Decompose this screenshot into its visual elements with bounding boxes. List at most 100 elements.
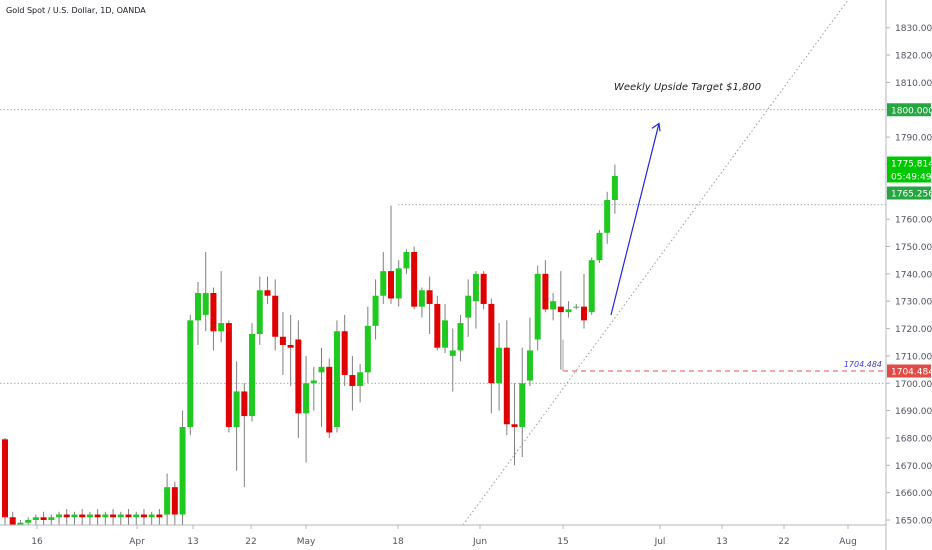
candle bbox=[596, 230, 603, 263]
candle-body bbox=[511, 424, 518, 428]
candle-body bbox=[249, 334, 256, 417]
candle bbox=[202, 251, 209, 332]
candle-body bbox=[442, 320, 449, 348]
candle bbox=[357, 364, 364, 403]
candle-body bbox=[449, 350, 456, 356]
candle-body bbox=[202, 292, 209, 315]
candle bbox=[434, 295, 441, 351]
price-tick-label: 1760.000 bbox=[895, 216, 932, 226]
candle-body bbox=[303, 383, 310, 414]
candle-body bbox=[287, 344, 294, 348]
candle-body bbox=[519, 383, 526, 428]
candle bbox=[349, 355, 356, 411]
candle-body bbox=[256, 290, 263, 335]
candle bbox=[380, 251, 387, 304]
candle bbox=[32, 514, 39, 525]
candle-body bbox=[388, 271, 394, 299]
prev-close-tag: 1765.256 bbox=[891, 190, 932, 200]
candle-body bbox=[117, 514, 124, 518]
candle bbox=[187, 314, 194, 436]
candle bbox=[17, 520, 24, 525]
candle-body bbox=[279, 336, 286, 345]
candle-body bbox=[426, 290, 433, 304]
candle bbox=[318, 347, 325, 428]
candle bbox=[526, 317, 533, 386]
candle bbox=[364, 306, 371, 384]
candle bbox=[449, 328, 456, 392]
candle-body bbox=[179, 427, 186, 515]
symbol-title: Gold Spot / U.S. Dollar, 1D, OANDA bbox=[6, 6, 146, 15]
candle bbox=[465, 279, 472, 337]
level-price-tag-bg bbox=[887, 364, 931, 378]
candle bbox=[333, 320, 340, 433]
candle-body bbox=[310, 380, 317, 384]
candle-body bbox=[581, 306, 587, 321]
candle-body bbox=[133, 514, 140, 518]
candle-body bbox=[233, 391, 240, 428]
candle bbox=[503, 320, 510, 436]
price-axis[interactable]: 1650.000 1660.000 1670.000 1680.000 1690.000… bbox=[885, 0, 932, 550]
price-tick-label: 1660.000 bbox=[895, 489, 932, 499]
candle bbox=[519, 347, 526, 458]
target-price-tag: 1800.000 bbox=[891, 106, 932, 116]
candle-body bbox=[40, 517, 47, 520]
candle bbox=[488, 298, 495, 414]
candle bbox=[279, 312, 286, 376]
candle bbox=[395, 260, 402, 307]
candle-body bbox=[403, 251, 410, 269]
candle bbox=[79, 509, 86, 525]
candle bbox=[403, 249, 410, 274]
candle-body bbox=[488, 303, 495, 384]
candle-body bbox=[218, 323, 225, 332]
candle bbox=[372, 279, 379, 340]
price-tick-label: 1810.000 bbox=[895, 79, 932, 89]
price-tick-label: 1670.000 bbox=[895, 462, 932, 472]
candle-body bbox=[48, 517, 55, 520]
candle-body bbox=[264, 290, 271, 296]
price-tick-label: 1700.000 bbox=[895, 380, 932, 390]
candle bbox=[588, 257, 595, 315]
candle-body bbox=[534, 273, 541, 340]
time-tick-label: 16 bbox=[31, 537, 43, 547]
candle-body bbox=[411, 251, 418, 307]
time-tick-label: 13 bbox=[187, 537, 198, 547]
time-tick-label: 15 bbox=[557, 537, 568, 547]
target-price-tag-bg bbox=[887, 103, 931, 117]
candle-body bbox=[465, 295, 472, 318]
time-tick-label: 22 bbox=[245, 537, 256, 547]
time-axis[interactable]: 16 Apr 13 22 May 18 Jun 15 Jul 13 22 Aug bbox=[0, 524, 886, 547]
last-price-tag: 1775.814 bbox=[891, 160, 932, 170]
candle-body bbox=[171, 487, 178, 515]
price-tick-label: 1790.000 bbox=[895, 134, 932, 144]
price-tags: 1800.000 1775.814 05:49:49 1765.256 1704.484 bbox=[887, 103, 932, 378]
candle-body bbox=[472, 273, 479, 302]
candle-body bbox=[187, 320, 194, 428]
candle-body bbox=[588, 260, 595, 313]
candle bbox=[573, 303, 580, 310]
time-tick-label: May bbox=[297, 537, 316, 547]
projection-arrow-shaft bbox=[610, 123, 660, 316]
price-tick-label: 1820.000 bbox=[895, 52, 932, 62]
candle-body bbox=[596, 232, 603, 261]
price-tick-label: 1730.000 bbox=[895, 298, 932, 308]
uptrend-line bbox=[462, 0, 849, 526]
candle bbox=[241, 383, 248, 488]
candle bbox=[56, 511, 63, 525]
candle-body bbox=[86, 514, 93, 518]
countdown-tag-bg bbox=[887, 169, 931, 183]
candle bbox=[442, 303, 449, 354]
candle bbox=[148, 511, 155, 525]
candle-body bbox=[79, 514, 86, 518]
candle-body bbox=[195, 292, 201, 321]
price-tick-label: 1740.000 bbox=[895, 270, 932, 280]
candle-body bbox=[557, 306, 564, 313]
candle-body bbox=[565, 309, 572, 313]
price-tick-label: 1690.000 bbox=[895, 407, 932, 417]
candle-body bbox=[102, 514, 109, 518]
time-tick-label: 18 bbox=[392, 537, 404, 547]
candle bbox=[9, 511, 16, 525]
candle-body bbox=[94, 514, 101, 518]
candle-body bbox=[56, 514, 63, 518]
